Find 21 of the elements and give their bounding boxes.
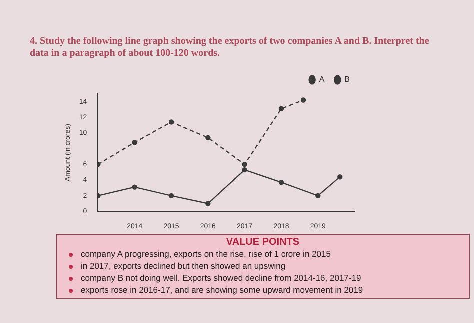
text: company B not doing well. Exports showed decline from 2014-16, 2017-19: [81, 273, 362, 283]
point: [278, 106, 284, 112]
point: [242, 162, 248, 168]
text: in 2017, exports declined but then showed an upswing: [81, 261, 286, 271]
point: [338, 174, 343, 180]
point: [300, 98, 306, 103]
point: [206, 201, 211, 206]
point: [168, 120, 174, 125]
point: [206, 135, 211, 141]
point: [278, 180, 284, 186]
legend-label: A: [319, 75, 326, 84]
text: VALUE POINTS: [225, 237, 301, 248]
point: [132, 140, 138, 146]
point: [132, 184, 138, 190]
point: [316, 193, 321, 199]
text: exports rose in 2016-17, and are showing some upward movement in 2019: [81, 285, 364, 295]
point: [168, 193, 174, 199]
chart-title: 4. Study the following line graph showing the exports of two companies A and B. Interpret the data in a paragraph of about 100-120 words.: [30, 36, 430, 60]
text: company A progressing, exports on the rise, rise of 1 crore in 2015: [81, 249, 331, 259]
legend-label: B: [344, 75, 350, 84]
point: [242, 167, 248, 173]
